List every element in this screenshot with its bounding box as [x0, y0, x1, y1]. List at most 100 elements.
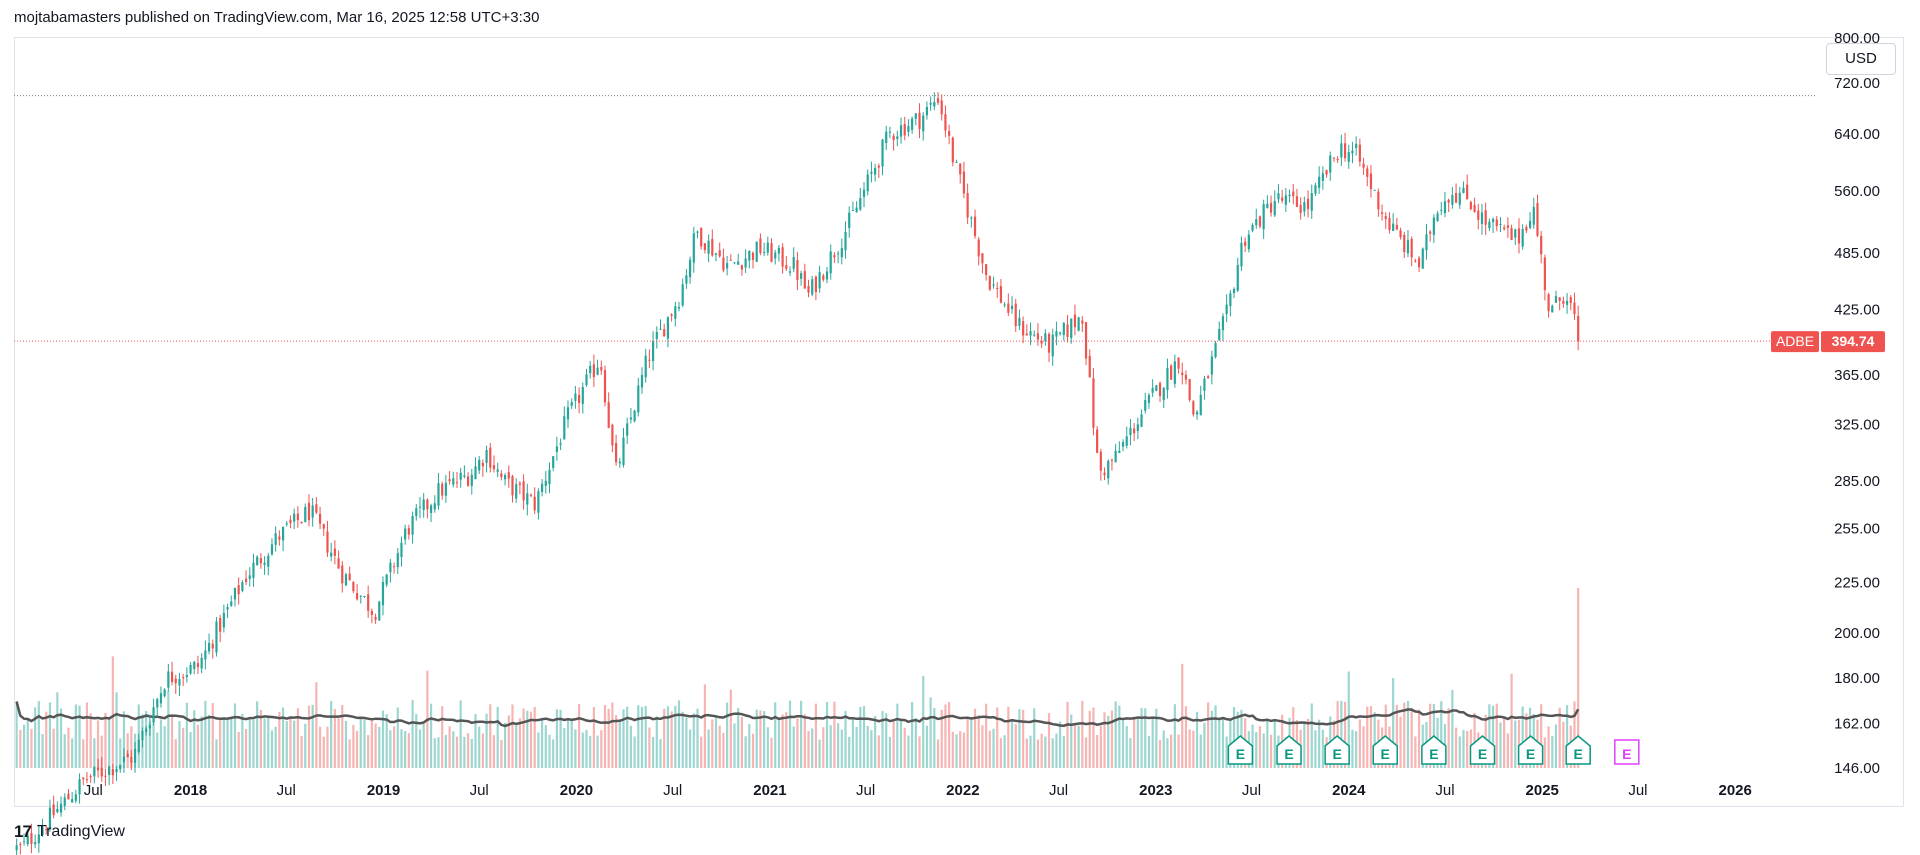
candle-body[interactable]: [977, 239, 980, 257]
earnings-marker-upcoming[interactable]: [1614, 739, 1640, 765]
candle-body[interactable]: [1506, 225, 1509, 228]
candle-body[interactable]: [163, 689, 166, 697]
tradingview-brand[interactable]: 17 TradingView: [14, 822, 125, 842]
candle-body[interactable]: [914, 113, 917, 119]
candle-body[interactable]: [315, 504, 318, 513]
candle-body[interactable]: [489, 447, 492, 468]
candle-body[interactable]: [63, 797, 66, 806]
candle-body[interactable]: [133, 748, 137, 763]
candle-body[interactable]: [78, 779, 81, 795]
candle-body[interactable]: [1062, 322, 1065, 335]
candle-body[interactable]: [1543, 257, 1546, 291]
candle-body[interactable]: [274, 533, 277, 545]
candle-body[interactable]: [1177, 357, 1180, 369]
candle-body[interactable]: [1199, 394, 1202, 416]
candle-body[interactable]: [903, 124, 906, 136]
candle-body[interactable]: [1432, 217, 1435, 235]
candle-body[interactable]: [1547, 294, 1550, 312]
candle-body[interactable]: [740, 265, 744, 270]
candle-body[interactable]: [381, 582, 385, 606]
candle-body[interactable]: [644, 355, 647, 378]
candle-body[interactable]: [1517, 228, 1521, 244]
candle-body[interactable]: [396, 553, 399, 567]
candle-body[interactable]: [281, 526, 285, 541]
candle-body[interactable]: [226, 606, 229, 610]
candle-body[interactable]: [200, 657, 203, 669]
candle-body[interactable]: [663, 329, 666, 337]
candle-body[interactable]: [1321, 173, 1324, 181]
candle-body[interactable]: [1232, 288, 1236, 293]
candle-body[interactable]: [922, 115, 925, 132]
candle-body[interactable]: [825, 271, 829, 280]
candle-body[interactable]: [37, 834, 40, 844]
candle-body[interactable]: [918, 112, 921, 130]
candle-body[interactable]: [936, 98, 940, 103]
candle-body[interactable]: [15, 845, 18, 851]
candle-body[interactable]: [559, 443, 562, 445]
candle-body[interactable]: [189, 664, 192, 674]
earnings-marker[interactable]: [1276, 735, 1302, 765]
candle-body[interactable]: [1399, 230, 1402, 238]
candle-body[interactable]: [241, 582, 244, 591]
candle-body[interactable]: [1084, 322, 1088, 359]
candle-body[interactable]: [1395, 224, 1398, 230]
candle-body[interactable]: [167, 671, 170, 688]
candle-body[interactable]: [959, 163, 962, 175]
candle-body[interactable]: [685, 275, 688, 284]
candle-body[interactable]: [148, 724, 151, 729]
candle-body[interactable]: [703, 243, 707, 250]
candle-body[interactable]: [837, 253, 840, 255]
candle-body[interactable]: [1451, 195, 1454, 205]
candle-body[interactable]: [1366, 168, 1369, 177]
candle-body[interactable]: [803, 271, 806, 289]
candle-body[interactable]: [892, 135, 895, 141]
candle-body[interactable]: [74, 794, 77, 801]
candle-body[interactable]: [948, 131, 951, 136]
candle-body[interactable]: [1166, 368, 1169, 391]
candle-body[interactable]: [1532, 206, 1535, 225]
candle-body[interactable]: [22, 841, 26, 843]
candle-body[interactable]: [925, 106, 929, 116]
candle-body[interactable]: [496, 469, 499, 472]
candle-body[interactable]: [437, 483, 440, 506]
candle-body[interactable]: [570, 402, 573, 406]
candle-body[interactable]: [1540, 236, 1543, 255]
candle-body[interactable]: [696, 231, 699, 233]
candle-body[interactable]: [1092, 378, 1095, 428]
candle-body[interactable]: [492, 465, 496, 470]
candle-body[interactable]: [1195, 412, 1199, 415]
candle-body[interactable]: [1229, 293, 1232, 307]
candle-body[interactable]: [1240, 242, 1243, 267]
candle-body[interactable]: [52, 804, 55, 816]
earnings-marker[interactable]: [1565, 735, 1591, 765]
candle-body[interactable]: [1447, 199, 1450, 203]
candle-body[interactable]: [1495, 219, 1498, 227]
candle-body[interactable]: [518, 483, 521, 485]
candle-body[interactable]: [1003, 304, 1006, 306]
candle-body[interactable]: [870, 171, 873, 174]
candle-body[interactable]: [1514, 229, 1517, 238]
candle-body[interactable]: [182, 677, 185, 679]
candle-body[interactable]: [777, 248, 781, 254]
candle-body[interactable]: [814, 276, 818, 293]
candle-body[interactable]: [459, 472, 462, 480]
candle-body[interactable]: [185, 675, 188, 677]
candle-body[interactable]: [500, 473, 503, 477]
candle-body[interactable]: [881, 139, 884, 167]
candle-body[interactable]: [34, 842, 37, 845]
candle-body[interactable]: [1221, 316, 1225, 331]
candle-body[interactable]: [30, 833, 33, 845]
candle-body[interactable]: [341, 565, 344, 584]
candle-body[interactable]: [178, 679, 181, 686]
candle-body[interactable]: [766, 242, 769, 253]
candle-body[interactable]: [115, 768, 118, 773]
candle-body[interactable]: [196, 663, 200, 668]
candle-body[interactable]: [429, 505, 433, 514]
candle-body[interactable]: [156, 699, 159, 708]
candle-body[interactable]: [985, 264, 988, 275]
candle-body[interactable]: [670, 314, 673, 316]
candle-body[interactable]: [1421, 248, 1424, 269]
candle-body[interactable]: [89, 776, 92, 778]
candle-body[interactable]: [485, 450, 488, 463]
candle-body[interactable]: [718, 250, 721, 257]
